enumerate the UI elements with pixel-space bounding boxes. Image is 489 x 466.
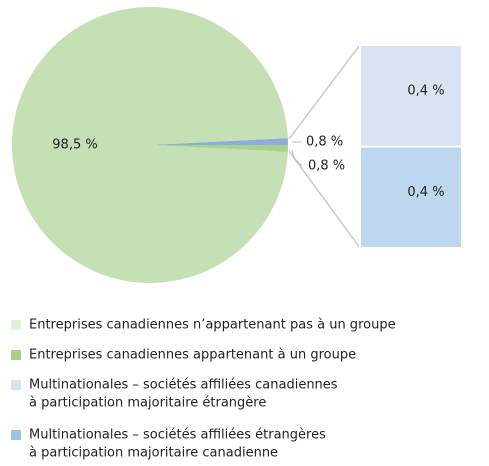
leader-line xyxy=(291,149,303,167)
connector xyxy=(288,150,361,249)
bar-segment xyxy=(359,44,463,148)
pie-slice xyxy=(150,145,288,152)
bar-segment xyxy=(359,145,463,249)
bar-label: 0,4 % xyxy=(407,83,444,98)
legend-label: Entreprises canadiennes appartenant à un… xyxy=(29,348,356,363)
pie-slice xyxy=(150,138,288,145)
connector xyxy=(288,44,361,140)
legend-swatch xyxy=(11,350,21,360)
legend-swatch xyxy=(11,430,21,440)
slice-label: 0,8 % xyxy=(308,159,345,174)
legend-label: Multinationales – sociétés affiliées can… xyxy=(29,378,338,393)
legend-label: à participation majoritaire étrangère xyxy=(29,396,266,411)
pie-slice xyxy=(11,7,288,284)
legend-label: Multinationales – sociétés affiliées étr… xyxy=(29,428,326,443)
legend-swatch xyxy=(11,320,21,330)
legend-label: à participation majoritaire canadienne xyxy=(29,446,278,461)
slice-label: 98,5 % xyxy=(52,138,97,153)
legend-label: Entreprises canadiennes n’appartenant pa… xyxy=(29,318,396,333)
legend-swatch xyxy=(11,380,21,390)
slice-label: 0,8 % xyxy=(306,135,343,150)
bar-label: 0,4 % xyxy=(407,185,444,200)
